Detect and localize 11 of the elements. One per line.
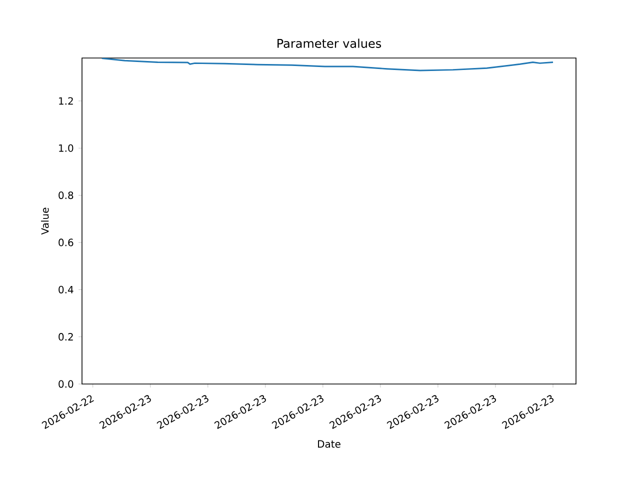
line-series (101, 58, 554, 72)
y-axis-title: Value (41, 208, 49, 235)
y-tick-label: 0.0 (58, 380, 74, 388)
y-tick-label: 0.8 (58, 192, 74, 200)
y-tick-label: 0.2 (58, 333, 73, 341)
y-tick-label: 0.6 (58, 238, 74, 246)
y-tick-label: 1.2 (59, 97, 73, 105)
chart-title: Parameter values (278, 38, 382, 48)
y-tick-label: 0.4 (58, 286, 74, 294)
x-axis-title: Date (318, 440, 340, 448)
y-tick-label: 1.0 (59, 144, 74, 152)
